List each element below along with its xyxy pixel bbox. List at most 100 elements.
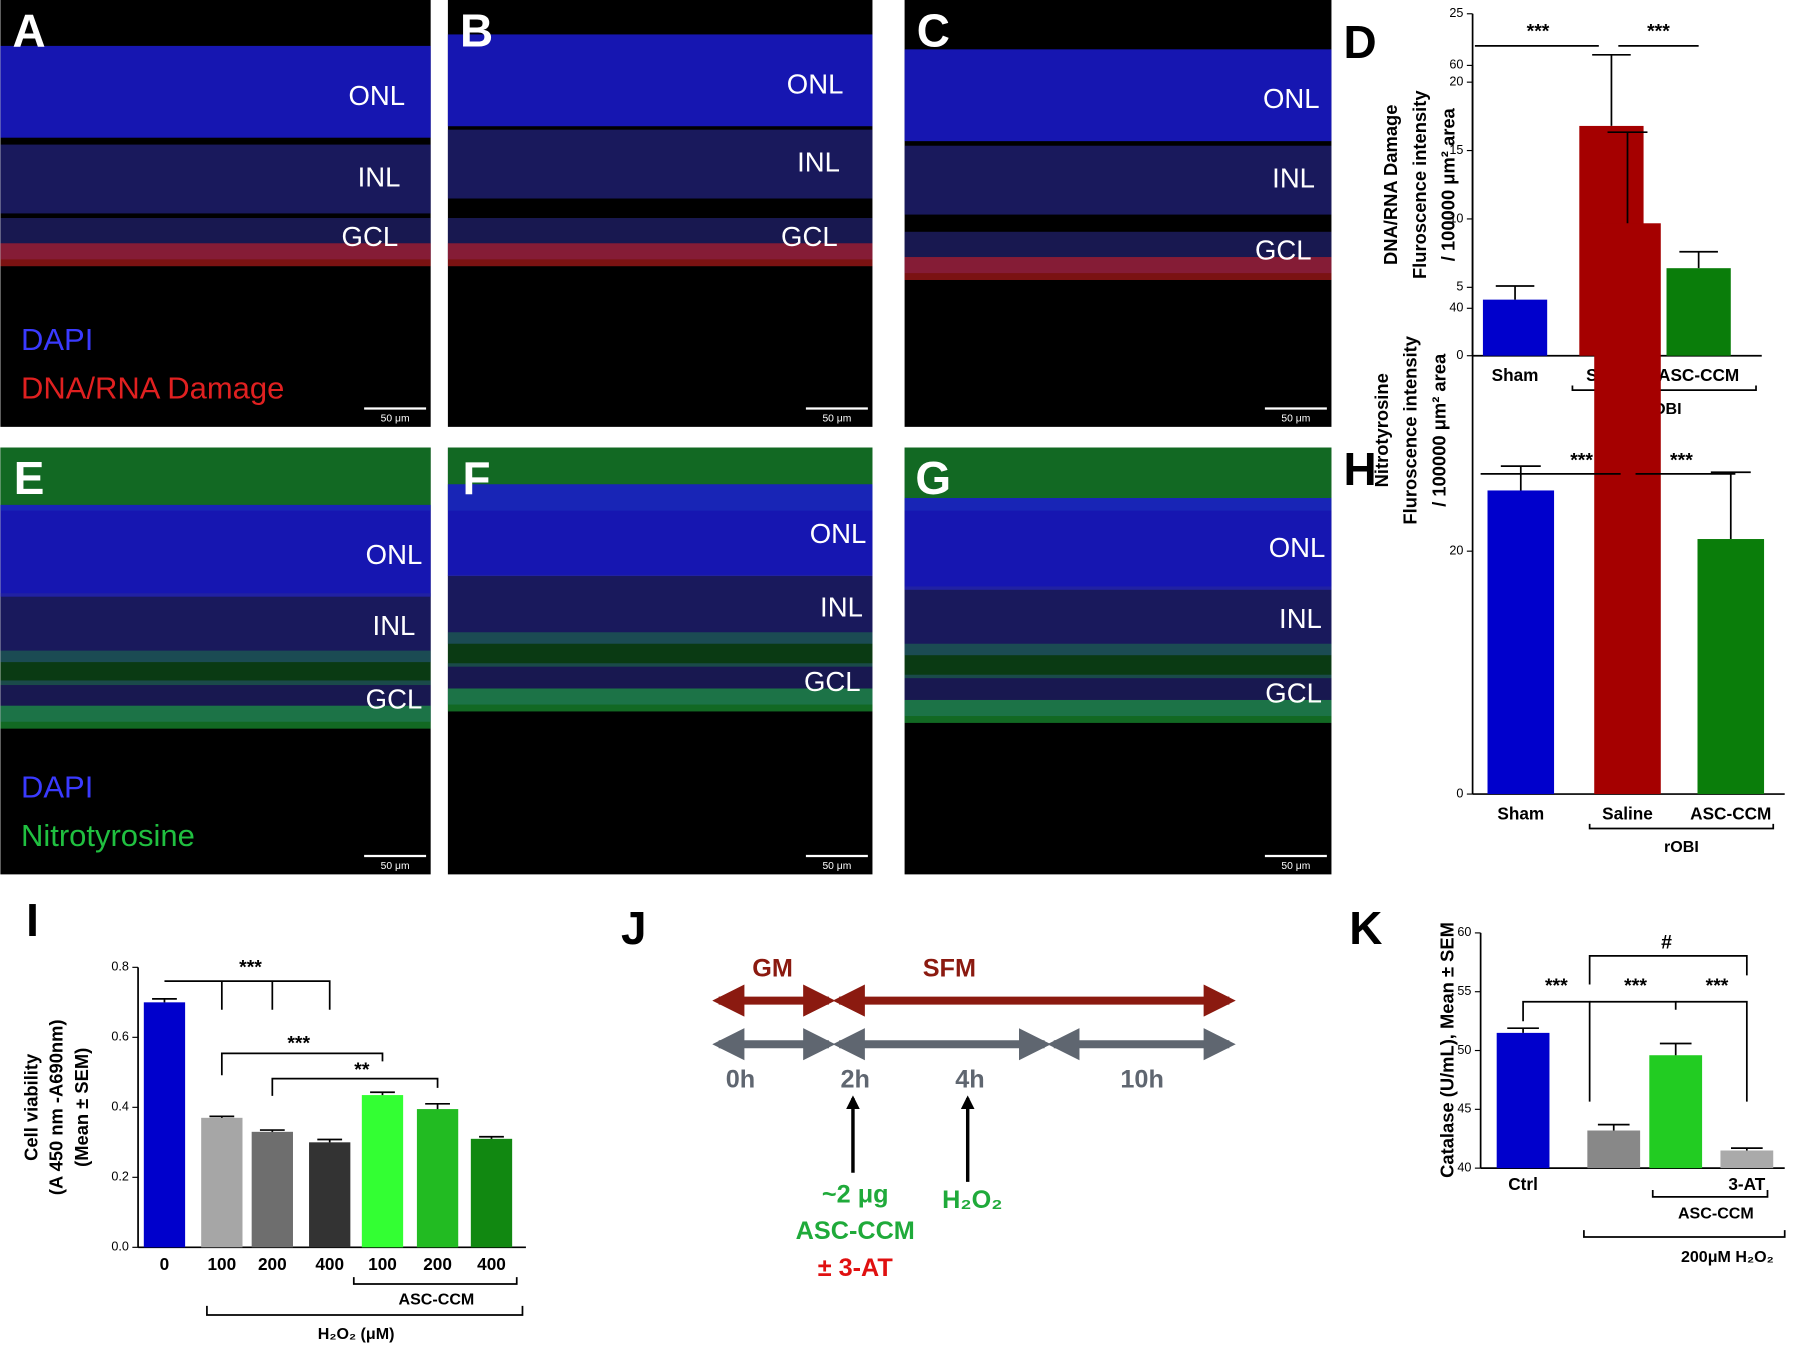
significance-label: ** xyxy=(354,1059,370,1081)
stain-band xyxy=(447,632,873,667)
error-bar xyxy=(1659,1042,1692,1056)
y-axis-label: Fluroscence intensity xyxy=(1409,90,1430,279)
layer-label: GCL xyxy=(1255,235,1312,266)
scale-bar-label: 50 μm xyxy=(822,414,851,425)
panel-letter: E xyxy=(14,452,45,504)
x-tick-label: 3-AT xyxy=(1728,1174,1765,1194)
significance-label: *** xyxy=(1706,975,1729,997)
bar xyxy=(251,1131,293,1248)
bar xyxy=(143,1002,186,1248)
x-tick-label: 100 xyxy=(368,1254,397,1274)
bar xyxy=(1697,539,1765,795)
scale-bar-label: 50 μm xyxy=(1281,414,1310,425)
scale-bar-label: 50 μm xyxy=(1281,861,1310,872)
y-axis-label: Cell viability xyxy=(20,1053,41,1161)
y-tick-label: 0.8 xyxy=(111,960,129,974)
layer-label: INL xyxy=(373,610,416,641)
x-tick-label: 0 xyxy=(160,1254,170,1274)
x-tick-label: Sham xyxy=(1497,803,1544,823)
panel-letter: C xyxy=(917,5,950,57)
group-bracket xyxy=(1583,1230,1786,1238)
y-tick-label: 45 xyxy=(1457,1102,1471,1116)
stain-band xyxy=(904,257,1332,280)
significance-label: *** xyxy=(1545,975,1568,997)
treatment-label: ASC-CCM xyxy=(796,1217,915,1245)
bar xyxy=(309,1142,351,1248)
error-bar xyxy=(1597,1123,1630,1131)
group-label: H₂O₂ (μM) xyxy=(318,1325,395,1343)
y-tick-label: 40 xyxy=(1449,301,1463,315)
error-bar xyxy=(479,1135,504,1139)
y-axis-label: / 100000 μm² area xyxy=(1437,107,1458,261)
stain-label: DAPI xyxy=(21,322,93,357)
phase-label: SFM xyxy=(923,954,976,982)
panel-letter: A xyxy=(12,5,45,57)
x-tick-label: 100 xyxy=(207,1254,236,1274)
layer-label: ONL xyxy=(1263,83,1320,114)
y-tick-label: 10 xyxy=(1449,211,1463,225)
layer-label: INL xyxy=(820,592,863,623)
group-bracket xyxy=(1588,823,1775,830)
scale-bar-label: 50 μm xyxy=(381,414,410,425)
inl-band xyxy=(447,129,873,199)
stain-label: DNA/RNA Damage xyxy=(21,370,284,405)
error-bar xyxy=(1500,465,1541,491)
significance-label: *** xyxy=(1670,449,1693,471)
panel-letter: K xyxy=(1349,902,1382,954)
layer-label: GCL xyxy=(366,683,423,714)
phase-label: GM xyxy=(752,954,793,982)
group-label: 200μM H₂O₂ xyxy=(1681,1248,1774,1266)
y-tick-label: 50 xyxy=(1457,1043,1471,1057)
onl-band xyxy=(904,498,1332,590)
y-tick-label: 5 xyxy=(1456,280,1463,294)
y-axis-label: / 100000 μm² area xyxy=(1428,353,1449,507)
layer-label: INL xyxy=(1272,162,1315,193)
scale-bar-label: 50 μm xyxy=(381,861,410,872)
time-label: 4h xyxy=(955,1066,984,1094)
y-tick-label: 20 xyxy=(1449,74,1463,88)
y-axis-label: Catalase (U/mL), Mean ± SEM xyxy=(1436,922,1457,1178)
bar xyxy=(1649,1055,1703,1169)
y-tick-label: 0.6 xyxy=(111,1030,129,1044)
x-tick-label: Sham xyxy=(1492,365,1539,385)
group-bracket xyxy=(1651,1189,1769,1198)
y-tick-label: 60 xyxy=(1457,925,1471,939)
y-tick-label: 15 xyxy=(1449,143,1463,157)
bar xyxy=(1720,1150,1774,1169)
group-bracket xyxy=(1571,385,1757,392)
treatment-label: ± 3-AT xyxy=(818,1254,894,1282)
x-tick-label: 200 xyxy=(258,1254,287,1274)
panel-letter: D xyxy=(1344,16,1377,68)
bar xyxy=(361,1095,404,1248)
y-tick-label: 0.2 xyxy=(111,1170,129,1184)
bar xyxy=(1487,490,1555,795)
error-bar xyxy=(1679,250,1718,269)
onl-band xyxy=(904,49,1332,142)
bar xyxy=(1594,223,1661,795)
significance-bracket xyxy=(1675,1000,1748,1102)
onl-band xyxy=(0,504,431,597)
inl-band xyxy=(904,145,1332,215)
group-bracket xyxy=(206,1305,524,1316)
panel-letter: G xyxy=(915,452,951,504)
layer-label: ONL xyxy=(810,518,867,549)
group-label: ASC-CCM xyxy=(399,1290,475,1308)
layer-label: ONL xyxy=(348,80,405,111)
panel-letter: H xyxy=(1344,443,1377,495)
layer-label: GCL xyxy=(804,666,861,697)
error-bar xyxy=(1607,131,1648,224)
bar xyxy=(1482,299,1548,356)
bar xyxy=(1496,1032,1550,1169)
panel-letter: I xyxy=(26,894,39,946)
inl-band xyxy=(0,593,431,663)
layer-label: GCL xyxy=(1265,678,1322,709)
error-bar xyxy=(209,1115,235,1118)
error-bar xyxy=(1731,1147,1763,1151)
error-bar xyxy=(425,1102,450,1110)
layer-label: INL xyxy=(358,161,401,192)
stain-band xyxy=(0,243,431,267)
layer-label: INL xyxy=(1279,603,1322,634)
significance-bracket xyxy=(271,1077,439,1096)
stain-band xyxy=(0,705,431,729)
